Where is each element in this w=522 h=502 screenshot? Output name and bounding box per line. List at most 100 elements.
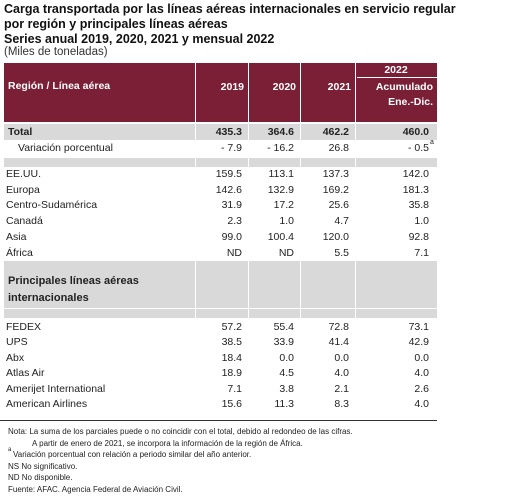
airline-value: 2.6 bbox=[414, 382, 429, 395]
airline-label: Abx bbox=[6, 351, 25, 364]
title-line: Carga transportada por las líneas aéreas… bbox=[4, 2, 456, 16]
title-line: por región y principales líneas aéreas bbox=[4, 17, 228, 31]
total-value: 460.0 bbox=[402, 126, 429, 138]
variation-label: Variación porcentual bbox=[18, 142, 113, 154]
airline-value: 72.8 bbox=[328, 321, 349, 333]
region-label: Canadá bbox=[6, 215, 43, 228]
subtitle: Series anual 2019, 2020, 2021 y mensual … bbox=[4, 32, 275, 46]
airline-label: American Airlines bbox=[6, 398, 88, 410]
band bbox=[4, 124, 437, 140]
section-header: internacionales bbox=[8, 292, 89, 304]
airline-value: 4.0 bbox=[414, 367, 429, 380]
note: Fuente: AFAC. Agencia Federal de Aviació… bbox=[8, 485, 183, 494]
note: NS No significativo. bbox=[8, 461, 78, 471]
region-value: 1.0 bbox=[279, 215, 294, 228]
airline-value: 41.4 bbox=[328, 336, 349, 349]
band bbox=[4, 158, 437, 167]
airline-value: 18.4 bbox=[221, 351, 242, 364]
total-label: Total bbox=[8, 126, 33, 138]
region-value: 113.1 bbox=[268, 168, 295, 180]
region-value: 35.8 bbox=[408, 199, 429, 212]
col-sep bbox=[300, 63, 301, 420]
region-label: Asia bbox=[6, 230, 27, 243]
note-mark: a bbox=[8, 447, 12, 454]
section-header: Principales líneas aéreas bbox=[8, 275, 139, 287]
region-value: 2.3 bbox=[227, 215, 242, 228]
variation-value: - 7.9 bbox=[220, 142, 242, 154]
region-value: 142.0 bbox=[402, 168, 429, 180]
airline-value: 7.1 bbox=[227, 382, 242, 395]
note: A partir de enero de 2021, se incorpora … bbox=[32, 438, 303, 448]
region-label: EE.UU. bbox=[6, 168, 42, 180]
header-bg bbox=[4, 63, 437, 122]
region-label: Europa bbox=[6, 183, 40, 196]
year-header: 2019 bbox=[220, 81, 244, 93]
col-sep bbox=[195, 63, 196, 420]
airline-value: 15.6 bbox=[221, 398, 242, 410]
region-value: 100.4 bbox=[267, 230, 294, 243]
airline-value: 33.9 bbox=[273, 336, 294, 349]
airline-value: 2.1 bbox=[334, 382, 349, 395]
airline-label: UPS bbox=[6, 336, 28, 349]
units: (Miles de toneladas) bbox=[4, 46, 108, 58]
region-label: África bbox=[6, 246, 33, 259]
acc-header: Acumulado bbox=[375, 81, 433, 93]
total-value: 462.2 bbox=[322, 126, 349, 138]
year-header: 2020 bbox=[272, 81, 296, 93]
region-value: 120.0 bbox=[322, 230, 349, 243]
region-value: 92.8 bbox=[408, 230, 429, 243]
region-value: 7.1 bbox=[414, 246, 429, 259]
table-bottom bbox=[0, 420, 437, 421]
region-value: 5.5 bbox=[334, 246, 349, 259]
airline-value: 3.8 bbox=[279, 382, 294, 395]
airline-value: 38.5 bbox=[221, 336, 242, 349]
acc-header: Ene.-Dic. bbox=[388, 96, 433, 108]
region-value: 31.9 bbox=[221, 199, 242, 212]
region-value: 17.2 bbox=[273, 199, 294, 212]
airline-value: 0.0 bbox=[279, 351, 294, 364]
airline-value: 18.9 bbox=[221, 367, 242, 380]
region-value: 169.2 bbox=[322, 183, 349, 196]
airline-label: Atlas Air bbox=[6, 367, 45, 380]
year-header: 2021 bbox=[327, 81, 351, 93]
region-value: 137.3 bbox=[322, 168, 349, 180]
airline-value: 4.5 bbox=[279, 367, 294, 380]
region-value: 25.6 bbox=[328, 199, 349, 212]
airline-label: FEDEX bbox=[6, 321, 42, 333]
airline-label: Amerijet International bbox=[6, 382, 106, 395]
region-value: 181.3 bbox=[402, 183, 429, 196]
airline-value: 42.9 bbox=[408, 336, 429, 349]
airline-value: 11.3 bbox=[274, 398, 294, 410]
airline-value: 57.2 bbox=[221, 321, 242, 333]
airline-value: 8.3 bbox=[334, 398, 349, 410]
region-value: ND bbox=[226, 246, 242, 259]
airline-value: 73.1 bbox=[408, 321, 429, 333]
header-sep bbox=[357, 77, 437, 78]
region-label: Centro-Sudamérica bbox=[6, 199, 98, 212]
col-sep bbox=[355, 63, 356, 420]
band bbox=[4, 261, 437, 308]
group-header: 2022 bbox=[384, 64, 408, 76]
variation-value: - 0.5 bbox=[407, 142, 429, 154]
region-value: 132.9 bbox=[267, 183, 294, 196]
airline-value: 4.0 bbox=[414, 398, 429, 410]
airline-value: 0.0 bbox=[414, 351, 429, 364]
label-header: Región / Línea aérea bbox=[8, 80, 111, 92]
note-mark: a bbox=[430, 139, 434, 146]
airline-value: 55.4 bbox=[273, 321, 294, 333]
band bbox=[4, 309, 437, 318]
total-value: 364.6 bbox=[267, 126, 294, 138]
total-value: 435.3 bbox=[215, 126, 242, 138]
region-value: 4.7 bbox=[334, 215, 349, 228]
variation-value: - 16.2 bbox=[267, 142, 294, 154]
region-value: 99.0 bbox=[221, 230, 242, 243]
region-value: 1.0 bbox=[414, 215, 429, 228]
region-value: 159.5 bbox=[215, 168, 242, 180]
airline-value: 4.0 bbox=[334, 367, 349, 380]
region-value: 142.6 bbox=[215, 183, 242, 196]
col-sep bbox=[248, 63, 249, 420]
region-value: ND bbox=[278, 246, 294, 259]
note: Nota: La suma de los parciales puede o n… bbox=[8, 427, 353, 436]
variation-value: 26.8 bbox=[328, 142, 349, 154]
